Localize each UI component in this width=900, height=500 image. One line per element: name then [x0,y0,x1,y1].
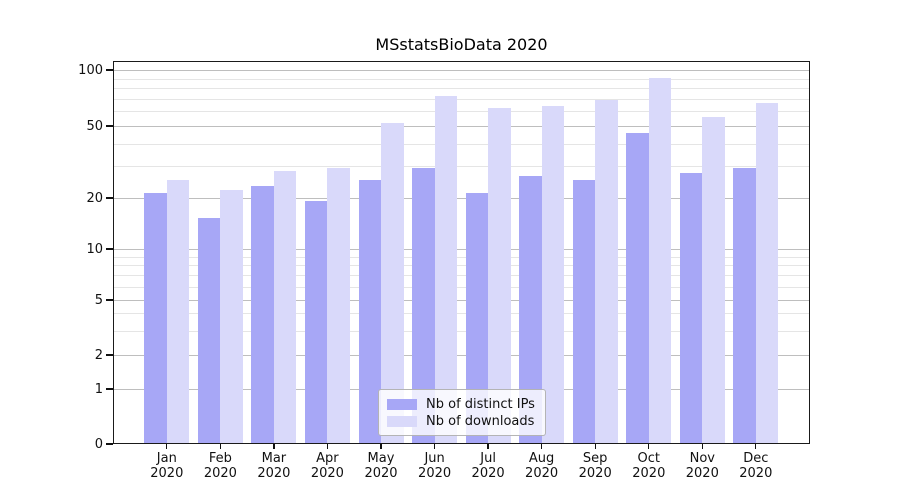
x-tick-label-dec: Dec 2020 [739,451,773,481]
y-tick-20 [106,197,113,199]
x-tick-oct [648,444,650,449]
x-tick-dec [755,444,757,449]
gridline-minor-70 [114,98,809,100]
x-tick-aug [540,444,543,449]
y-tick-5 [106,299,113,301]
legend-item-distinct-ips: Nb of distinct IPs [387,396,537,413]
y-tick-label-50: 50 [86,118,103,134]
y-tick-label-100: 100 [78,62,103,78]
bar-distinct-ips-apr [304,200,328,443]
y-tick-label-5: 5 [94,292,103,308]
y-tick-1 [106,388,113,390]
bar-downloads-oct [648,77,672,443]
bar-distinct-ips-jan [144,193,167,443]
x-tick-jun [433,444,436,449]
y-tick-50 [106,125,113,127]
x-tick-label-aug: Aug 2020 [525,451,559,481]
bar-distinct-ips-sep [572,179,596,443]
legend-label-downloads: Nb of downloads [426,414,535,429]
chart-title: MSstatsBioData 2020 [375,35,548,54]
x-tick-label-jun: Jun 2020 [418,451,452,481]
bar-downloads-jun [434,95,458,443]
y-tick-label-0: 0 [94,436,103,452]
y-tick-label-10: 10 [86,241,103,257]
legend-item-downloads: Nb of downloads [387,413,537,430]
x-tick-may [380,444,382,449]
bar-distinct-ips-dec [733,167,756,443]
y-tick-label-1: 1 [94,381,103,397]
bar-distinct-ips-may [358,179,381,443]
bar-distinct-ips-nov [679,173,703,443]
gridline-major-100 [114,70,809,71]
x-tick-label-jan: Jan 2020 [150,451,184,481]
x-tick-jul [487,444,489,449]
bar-downloads-jul [488,107,511,443]
x-tick-label-feb: Feb 2020 [203,451,237,481]
bar-distinct-ips-aug [519,176,542,443]
gridline-minor-90 [114,78,809,80]
x-tick-label-may: May 2020 [364,451,398,481]
x-tick-apr [326,444,329,449]
y-tick-0 [106,443,113,445]
x-tick-sep [594,444,596,449]
bar-distinct-ips-jun [412,167,435,443]
bar-downloads-dec [755,102,779,443]
y-tick-100 [106,69,113,71]
bar-downloads-sep [595,100,618,443]
bar-distinct-ips-oct [626,133,649,443]
y-tick-label-20: 20 [86,190,103,206]
x-tick-label-jul: Jul 2020 [471,451,505,481]
x-tick-jan [166,444,168,449]
bar-distinct-ips-feb [197,218,221,443]
x-tick-label-mar: Mar 2020 [257,451,291,481]
bar-downloads-nov [702,117,725,443]
plot-area: Nb of distinct IPs Nb of downloads [113,61,810,444]
x-tick-mar [273,444,275,449]
y-tick-2 [106,354,113,356]
legend: Nb of distinct IPs Nb of downloads [378,389,546,436]
gridline-minor-60 [114,111,809,113]
bar-downloads-apr [327,167,350,443]
bar-downloads-feb [220,189,243,443]
x-tick-label-nov: Nov 2020 [685,451,719,481]
bar-downloads-aug [541,106,565,443]
y-tick-10 [106,248,113,250]
bar-downloads-jan [166,179,190,443]
x-tick-nov [701,444,703,449]
bar-distinct-ips-mar [251,186,274,443]
legend-label-distinct-ips: Nb of distinct IPs [426,397,535,412]
legend-swatch-downloads [387,416,417,427]
x-tick-label-oct: Oct 2020 [632,451,666,481]
bar-downloads-mar [273,170,297,443]
gridline-minor-80 [114,88,809,89]
x-tick-feb [219,444,222,449]
bar-distinct-ips-jul [465,193,489,443]
legend-swatch-distinct-ips [387,399,417,410]
x-tick-label-apr: Apr 2020 [310,451,344,481]
x-tick-label-sep: Sep 2020 [578,451,612,481]
y-tick-label-2: 2 [94,347,103,363]
bar-downloads-may [381,123,404,443]
